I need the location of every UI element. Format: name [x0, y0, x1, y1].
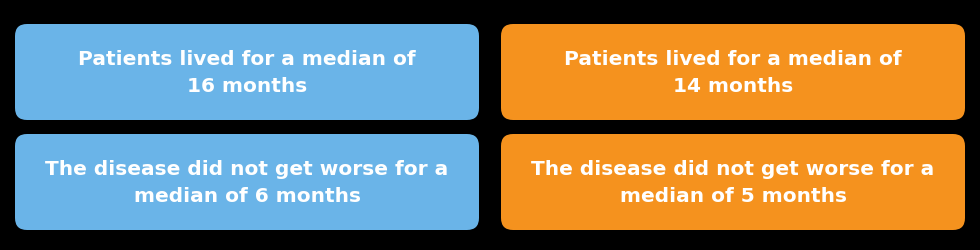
FancyBboxPatch shape [501, 25, 965, 120]
Text: Patients lived for a median of
14 months: Patients lived for a median of 14 months [564, 50, 902, 95]
Text: Patients lived for a median of
16 months: Patients lived for a median of 16 months [78, 50, 416, 95]
Text: The disease did not get worse for a
median of 5 months: The disease did not get worse for a medi… [531, 160, 935, 205]
Text: The disease did not get worse for a
median of 6 months: The disease did not get worse for a medi… [45, 160, 449, 205]
FancyBboxPatch shape [15, 134, 479, 230]
FancyBboxPatch shape [15, 25, 479, 120]
FancyBboxPatch shape [501, 134, 965, 230]
